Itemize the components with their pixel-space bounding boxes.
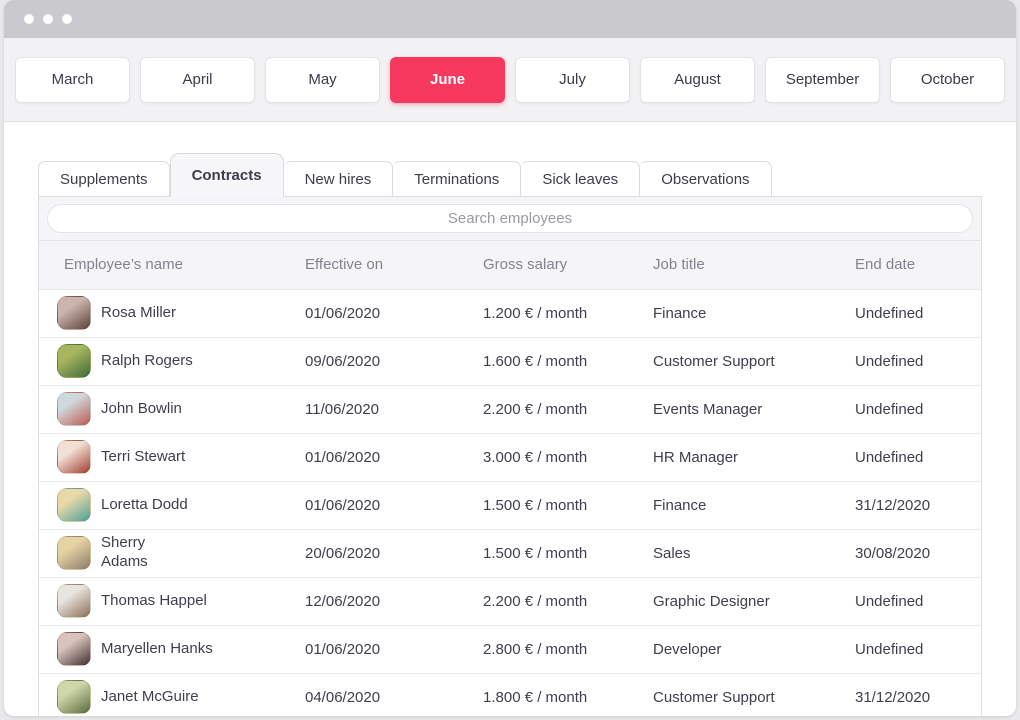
search-input[interactable]: [47, 204, 973, 233]
loretta-dodd-photo: [57, 488, 91, 522]
gross-salary-cell: 2.800 € / month: [473, 625, 643, 674]
gross-salary-cell: 1.200 € / month: [473, 289, 643, 338]
month-button-june[interactable]: June: [390, 56, 505, 103]
column-header-end-date: End date: [845, 241, 981, 290]
table-row[interactable]: Thomas Happel 12/06/2020 2.200 € / month…: [39, 577, 981, 626]
end-date-cell: Undefined: [845, 577, 981, 626]
table-row[interactable]: Sherry Adams 20/06/2020 1.500 € / month …: [39, 529, 981, 578]
month-button-august[interactable]: August: [640, 56, 755, 103]
section-tabs: Supplements Contracts New hires Termination…: [38, 152, 982, 197]
gross-salary-cell: 3.000 € / month: [473, 433, 643, 482]
tab-observations[interactable]: Observations: [640, 161, 772, 197]
effective-on-cell: 09/06/2020: [295, 337, 473, 386]
job-title-cell: Events Manager: [643, 385, 845, 434]
window-control-dot[interactable]: [62, 14, 72, 24]
window-control-dot[interactable]: [43, 14, 53, 24]
tab-terminations[interactable]: Terminations: [393, 161, 522, 197]
terri-stewart-photo: [57, 440, 91, 474]
table-row[interactable]: Rosa Miller 01/06/2020 1.200 € / month F…: [39, 289, 981, 338]
employee-name: Maryellen Hanks: [101, 639, 213, 657]
tab-new-hires[interactable]: New hires: [283, 161, 394, 197]
tab-supplements[interactable]: Supplements: [38, 161, 170, 197]
employee-name: Ralph Rogers: [101, 351, 193, 369]
end-date-cell: Undefined: [845, 385, 981, 434]
month-button-march[interactable]: March: [15, 56, 130, 103]
end-date-cell: Undefined: [845, 337, 981, 386]
search-band: [39, 197, 981, 241]
rosa-miller-photo: [57, 296, 91, 330]
end-date-cell: Undefined: [845, 433, 981, 482]
gross-salary-cell: 1.800 € / month: [473, 673, 643, 716]
sherry-adams-photo: [57, 536, 91, 570]
employee-name: Sherry Adams: [101, 534, 148, 570]
month-button-october[interactable]: October: [890, 56, 1005, 103]
ralph-rogers-photo: [57, 344, 91, 378]
contracts-table: Employee’s name Effective on Gross salar…: [39, 241, 981, 716]
effective-on-cell: 01/06/2020: [295, 625, 473, 674]
table-row[interactable]: Maryellen Hanks 01/06/2020 2.800 € / mon…: [39, 625, 981, 674]
effective-on-cell: 11/06/2020: [295, 385, 473, 434]
gross-salary-cell: 1.600 € / month: [473, 337, 643, 386]
end-date-cell: Undefined: [845, 625, 981, 674]
table-row[interactable]: John Bowlin 11/06/2020 2.200 € / month E…: [39, 385, 981, 434]
gross-salary-cell: 2.200 € / month: [473, 577, 643, 626]
column-header-gross-salary: Gross salary: [473, 241, 643, 290]
job-title-cell: Customer Support: [643, 337, 845, 386]
gross-salary-cell: 1.500 € / month: [473, 481, 643, 530]
job-title-cell: Sales: [643, 529, 845, 578]
employee-name: Janet McGuire: [101, 687, 199, 705]
app-window: March April May June July August September Octo…: [4, 0, 1016, 716]
month-button-july[interactable]: July: [515, 56, 630, 103]
employee-name: Rosa Miller: [101, 303, 177, 321]
effective-on-cell: 01/06/2020: [295, 433, 473, 482]
effective-on-cell: 04/06/2020: [295, 673, 473, 716]
job-title-cell: Developer: [643, 625, 845, 674]
column-header-job-title: Job title: [643, 241, 845, 290]
column-header-employee-name: Employee’s name: [39, 241, 295, 290]
contracts-panel: Employee’s name Effective on Gross salar…: [38, 196, 982, 716]
effective-on-cell: 01/06/2020: [295, 481, 473, 530]
job-title-cell: Finance: [643, 289, 845, 338]
gross-salary-cell: 1.500 € / month: [473, 529, 643, 578]
window-titlebar: [4, 0, 1016, 38]
effective-on-cell: 01/06/2020: [295, 289, 473, 338]
employee-name: John Bowlin: [101, 399, 182, 417]
column-header-effective-on: Effective on: [295, 241, 473, 290]
table-row[interactable]: Terri Stewart 01/06/2020 3.000 € / month…: [39, 433, 981, 482]
job-title-cell: Customer Support: [643, 673, 845, 716]
job-title-cell: Finance: [643, 481, 845, 530]
maryellen-hanks-photo: [57, 632, 91, 666]
table-row[interactable]: Loretta Dodd 01/06/2020 1.500 € / month …: [39, 481, 981, 530]
end-date-cell: 30/08/2020: [845, 529, 981, 578]
job-title-cell: Graphic Designer: [643, 577, 845, 626]
end-date-cell: 31/12/2020: [845, 673, 981, 716]
table-row[interactable]: Ralph Rogers 09/06/2020 1.600 € / month …: [39, 337, 981, 386]
month-button-april[interactable]: April: [140, 56, 255, 103]
tab-sick-leaves[interactable]: Sick leaves: [521, 161, 641, 197]
end-date-cell: 31/12/2020: [845, 481, 981, 530]
gross-salary-cell: 2.200 € / month: [473, 385, 643, 434]
table-header-row: Employee’s name Effective on Gross salar…: [39, 241, 981, 290]
window-control-dot[interactable]: [24, 14, 34, 24]
job-title-cell: HR Manager: [643, 433, 845, 482]
john-bowlin-photo: [57, 392, 91, 426]
employee-name: Thomas Happel: [101, 591, 207, 609]
month-button-september[interactable]: September: [765, 56, 880, 103]
effective-on-cell: 12/06/2020: [295, 577, 473, 626]
table-row[interactable]: Janet McGuire 04/06/2020 1.800 € / month…: [39, 673, 981, 716]
employee-name: Terri Stewart: [101, 447, 186, 465]
tab-contracts[interactable]: Contracts: [169, 153, 284, 197]
employee-name: Loretta Dodd: [101, 495, 188, 513]
effective-on-cell: 20/06/2020: [295, 529, 473, 578]
janet-mcguire-photo: [57, 680, 91, 715]
month-filter-bar: March April May June July August September Octo…: [4, 38, 1016, 122]
thomas-happel-photo: [57, 584, 91, 618]
month-button-may[interactable]: May: [265, 56, 380, 103]
end-date-cell: Undefined: [845, 289, 981, 338]
